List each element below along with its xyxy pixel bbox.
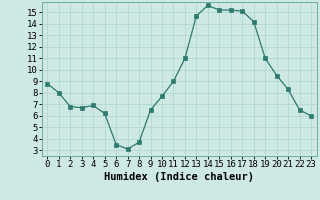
X-axis label: Humidex (Indice chaleur): Humidex (Indice chaleur): [104, 172, 254, 182]
